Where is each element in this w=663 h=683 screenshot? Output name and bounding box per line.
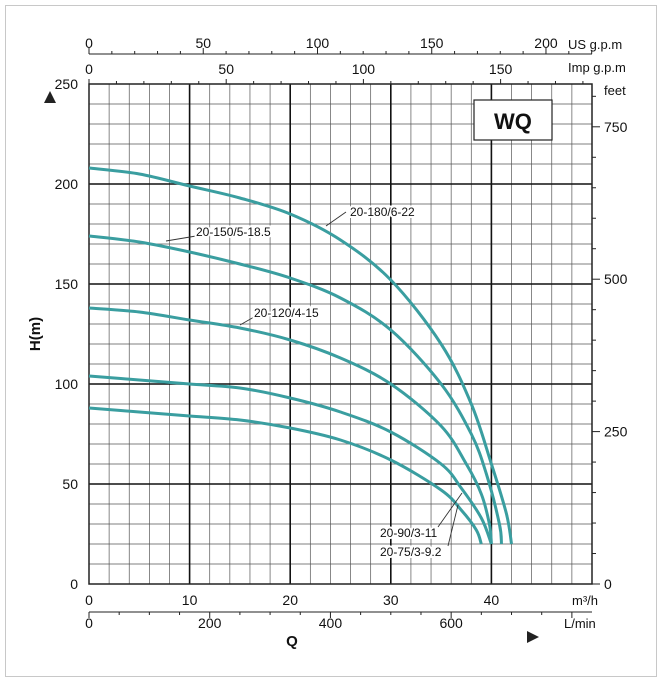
tick-label-h: 0 [70, 576, 78, 592]
tick-label-lmin: 600 [439, 615, 463, 631]
y-axis-title: H(m) [27, 317, 44, 351]
series-curve [88, 306, 493, 545]
series-curve [88, 406, 483, 545]
tick-label-m3h: 0 [85, 592, 93, 608]
series-label: 20-150/5-18.5 [196, 225, 271, 239]
series-curve [88, 374, 493, 545]
tick-label-us-gpm: 0 [85, 35, 93, 51]
tick-label-h: 100 [55, 376, 79, 392]
tick-label-us-gpm: 100 [306, 35, 330, 51]
series-curves [88, 166, 513, 545]
axis-ticks [88, 48, 600, 618]
badge-box [473, 99, 553, 141]
series-label: 20-75/3-9.2 [380, 545, 442, 559]
label-leaders [165, 211, 463, 547]
tick-label-h: 200 [55, 176, 79, 192]
series-curve [88, 166, 513, 545]
series-label-leader [447, 504, 459, 547]
series-label: 20-120/4-15 [254, 306, 319, 320]
tick-label-m3h: 10 [182, 592, 198, 608]
tick-label-feet: 250 [604, 424, 628, 440]
y-axis-arrow-icon [44, 91, 56, 103]
grid-minor [89, 84, 592, 584]
tick-label-imp-gpm: 100 [352, 61, 376, 77]
tick-label-us-gpm: 200 [534, 35, 558, 51]
tick-label-feet: 500 [604, 271, 628, 287]
series-label-leader [239, 316, 255, 326]
tick-label-m3h: 40 [484, 592, 500, 608]
x-axis-arrow-icon [527, 631, 539, 643]
tick-label-h: 250 [55, 76, 79, 92]
badge-label: WQ [494, 109, 532, 134]
series-label: 20-180/6-22 [350, 205, 415, 219]
series-curve [88, 234, 503, 545]
series-label-leader [165, 235, 197, 242]
tick-label-m3h: 20 [282, 592, 298, 608]
tick-label-h: 50 [62, 476, 78, 492]
tick-label-imp-gpm: 50 [218, 61, 234, 77]
tick-label-m3h: 30 [383, 592, 399, 608]
unit-m3h: m³/h [572, 593, 598, 608]
chart-frame [5, 5, 657, 677]
tick-label-us-gpm: 50 [195, 35, 211, 51]
series-label: 20-90/3-11 [380, 526, 437, 540]
unit-feet: feet [604, 83, 626, 98]
series-label-leader [325, 211, 347, 227]
tick-label-lmin: 400 [319, 615, 343, 631]
tick-label-imp-gpm: 150 [489, 61, 513, 77]
unit-lmin: L/min [564, 616, 596, 631]
tick-label-feet: 750 [604, 119, 628, 135]
tick-label-feet: 0 [604, 576, 612, 592]
tick-label-lmin: 0 [85, 615, 93, 631]
grid-major [89, 84, 592, 584]
tick-label-lmin: 200 [198, 615, 222, 631]
tick-label-us-gpm: 150 [420, 35, 444, 51]
x-axis-title: Q [286, 633, 298, 650]
tick-label-imp-gpm: 0 [85, 61, 93, 77]
unit-imp-gpm: Imp g.p.m [568, 60, 626, 75]
unit-us-gpm: US g.p.m [568, 37, 622, 52]
series-label-leader [437, 492, 463, 528]
tick-label-h: 150 [55, 276, 79, 292]
plot-border [88, 83, 593, 585]
